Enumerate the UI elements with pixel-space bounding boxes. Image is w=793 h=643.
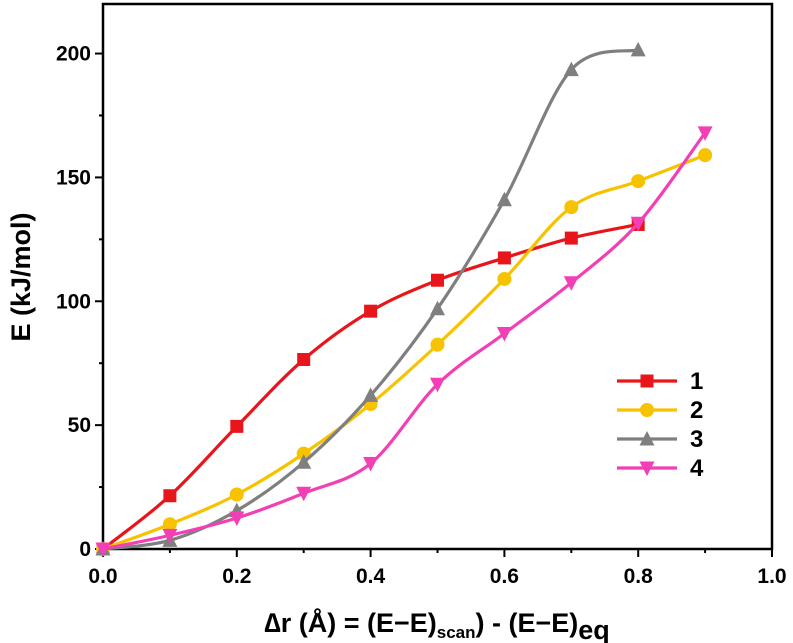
data-point-series-3 [563, 61, 579, 77]
x-tick-label: 0.2 [222, 565, 251, 588]
data-point-series-4 [697, 126, 713, 141]
legend-item-1: 1 [617, 368, 703, 395]
x-axis-title-mid: ) - (E−E) [476, 608, 579, 638]
y-tick-label: 50 [68, 414, 91, 437]
data-point-series-4 [630, 216, 646, 232]
data-point-series-3 [430, 300, 445, 316]
data-point-series-4 [162, 528, 178, 544]
series-line-3 [102, 48, 639, 551]
series-line-2 [102, 153, 706, 551]
data-point-series-2 [564, 200, 579, 215]
x-tick-label: 0.8 [624, 565, 654, 588]
data-point-series-1 [230, 419, 244, 433]
x-axis-title-sub-scan: scan [437, 623, 476, 642]
data-point-series-2 [497, 271, 512, 286]
data-point-series-1 [497, 251, 511, 265]
series-2 [96, 148, 713, 556]
data-point-series-2 [296, 446, 311, 461]
legend-item-4: 4 [617, 455, 704, 482]
data-point-series-3 [363, 387, 379, 402]
legend-marker [640, 374, 654, 388]
legend-label: 2 [690, 397, 703, 424]
axis-ticks: 0.0 0.2 0.4 0.6 0.8 1.0 0 50 100 150 200 [56, 43, 787, 588]
data-point-series-4 [229, 511, 245, 527]
legend-marker [639, 461, 655, 476]
series-4 [95, 126, 713, 557]
data-point-series-1 [564, 231, 578, 245]
series-3 [95, 41, 646, 556]
legend-marker [639, 431, 655, 446]
x-axis-title-sub-eq: eq [578, 615, 610, 643]
x-tick-label: 0.6 [490, 565, 519, 588]
series-layer [95, 41, 713, 557]
series-line-1 [102, 222, 639, 551]
y-tick-label: 0 [79, 538, 91, 561]
data-point-series-3 [496, 191, 512, 207]
data-point-series-2 [631, 174, 646, 189]
data-point-series-4 [563, 276, 579, 291]
x-tick-label: 1.0 [757, 565, 786, 588]
data-point-series-3 [296, 454, 312, 469]
series-1 [96, 217, 645, 556]
x-axis-title-main: ∆r (Å) = (E−E) [264, 607, 437, 638]
data-point-series-2 [162, 517, 177, 532]
data-point-series-2 [229, 487, 244, 502]
y-tick-label: 150 [56, 166, 91, 189]
y-tick-label: 100 [56, 290, 91, 313]
legend-item-2: 2 [617, 397, 703, 424]
legend-marker [640, 403, 654, 417]
legend-label: 4 [690, 455, 704, 482]
data-point-series-1 [163, 489, 177, 503]
data-point-series-1 [431, 273, 444, 287]
legend-label: 3 [690, 426, 703, 453]
data-point-series-1 [297, 352, 311, 366]
data-point-series-1 [364, 304, 378, 318]
legend-label: 1 [690, 368, 703, 395]
data-point-series-4 [430, 377, 445, 393]
legend-item-3: 3 [617, 426, 703, 453]
x-tick-label: 0.4 [356, 565, 386, 588]
data-point-series-4 [496, 326, 512, 342]
data-point-series-4 [363, 457, 379, 472]
data-point-series-2 [698, 148, 713, 163]
series-line-4 [102, 131, 707, 551]
x-tick-label: 0.0 [88, 565, 117, 588]
x-axis-title: ∆r (Å) = (E−E)scan) - (E−E)eq [264, 607, 610, 643]
data-point-series-3 [630, 41, 646, 57]
y-tick-label: 200 [56, 43, 91, 66]
data-point-series-4 [296, 486, 312, 502]
y-axis-title: E (kJ/mol) [6, 212, 36, 341]
data-point-series-2 [430, 337, 445, 352]
data-point-series-4 [95, 542, 111, 557]
